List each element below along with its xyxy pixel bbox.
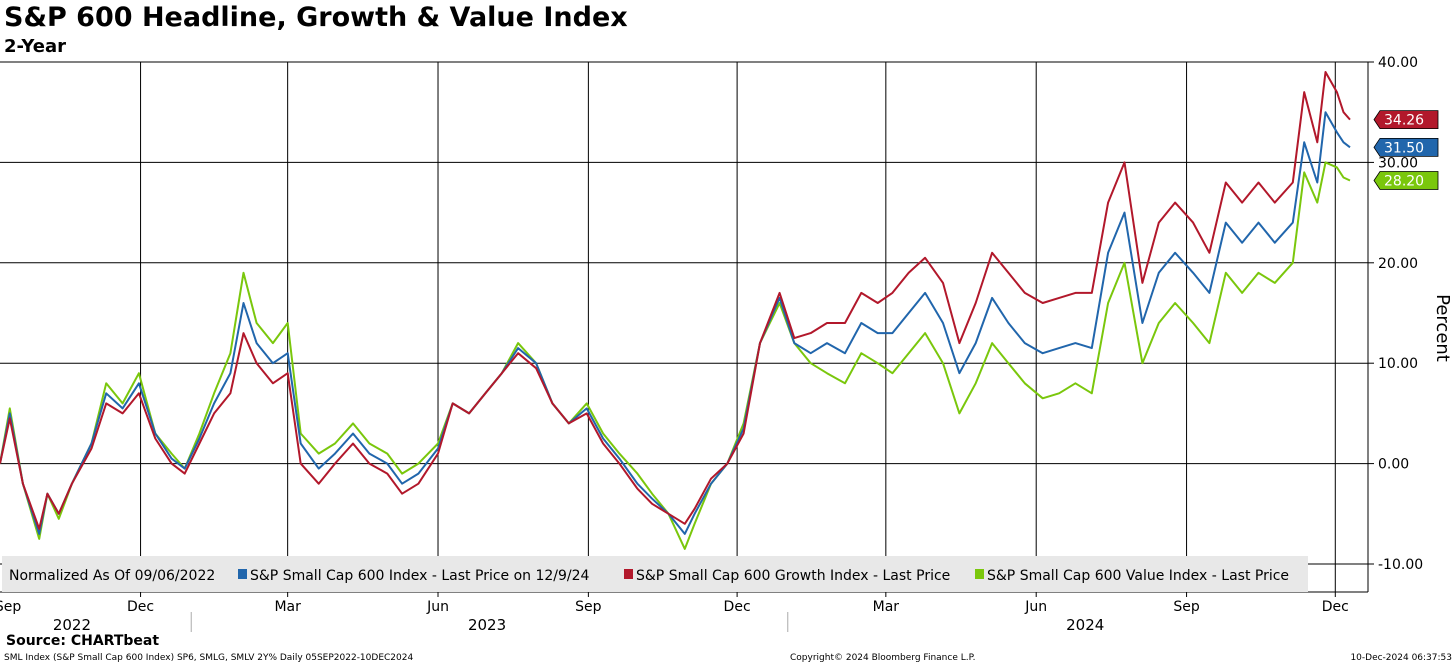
series-line-2 (0, 71, 1351, 530)
legend-prefix: Normalized As Of 09/06/2022 (9, 568, 215, 584)
legend-swatch (624, 569, 633, 579)
y-tick-label: 0.00 (1378, 457, 1409, 473)
last-value-tag (1373, 171, 1439, 190)
y-tick-label: 40.00 (1378, 55, 1418, 71)
chart-title: S&P 600 Headline, Growth & Value Index (4, 2, 628, 33)
y-tick-label: 30.00 (1378, 155, 1418, 171)
footer-timestamp: 10-Dec-2024 06:37:53 (1350, 653, 1452, 663)
x-tick-label: Jun (1024, 599, 1047, 615)
legend-swatch (975, 569, 984, 579)
legend-label: S&P Small Cap 600 Value Index - Last Pri… (987, 568, 1289, 584)
last-value-label: 34.26 (1384, 113, 1424, 129)
x-tick-label: Mar (873, 599, 900, 615)
legend-label: S&P Small Cap 600 Index - Last Price on … (250, 568, 590, 584)
last-value-label: 28.20 (1384, 173, 1424, 189)
x-tick-label: Sep (575, 599, 602, 615)
x-tick-label: Sep (1173, 599, 1200, 615)
y-axis-title: Percent (1432, 294, 1453, 362)
series-line-0 (0, 161, 1351, 550)
last-value-tag (1373, 137, 1439, 157)
last-value-label: 31.50 (1384, 140, 1424, 156)
last-value-tag (1373, 110, 1439, 130)
footer-series-info: SML Index (S&P Small Cap 600 Index) SP6,… (4, 653, 414, 663)
y-tick-label: 10.00 (1378, 356, 1418, 372)
legend-label: S&P Small Cap 600 Growth Index - Last Pr… (636, 568, 950, 584)
y-tick-label: -10.00 (1378, 557, 1423, 573)
x-tick-label: Jun (426, 599, 449, 615)
legend-swatch (238, 569, 247, 579)
source-note: Source: CHARTbeat (6, 633, 160, 649)
x-tick-label: Dec (127, 599, 154, 615)
year-label: 2022 (53, 616, 91, 634)
chart-subtitle: 2-Year (4, 36, 66, 57)
year-label: 2024 (1066, 616, 1104, 634)
y-tick-label: 20.00 (1378, 256, 1418, 272)
x-tick-label: Sep (0, 599, 21, 615)
series-line-1 (0, 111, 1351, 535)
legend-box (2, 556, 1308, 592)
x-tick-label: Mar (274, 599, 301, 615)
year-label: 2023 (468, 616, 506, 634)
x-tick-label: Dec (1322, 599, 1349, 615)
footer-copyright: Copyright© 2024 Bloomberg Finance L.P. (790, 653, 976, 663)
x-tick-label: Dec (724, 599, 751, 615)
